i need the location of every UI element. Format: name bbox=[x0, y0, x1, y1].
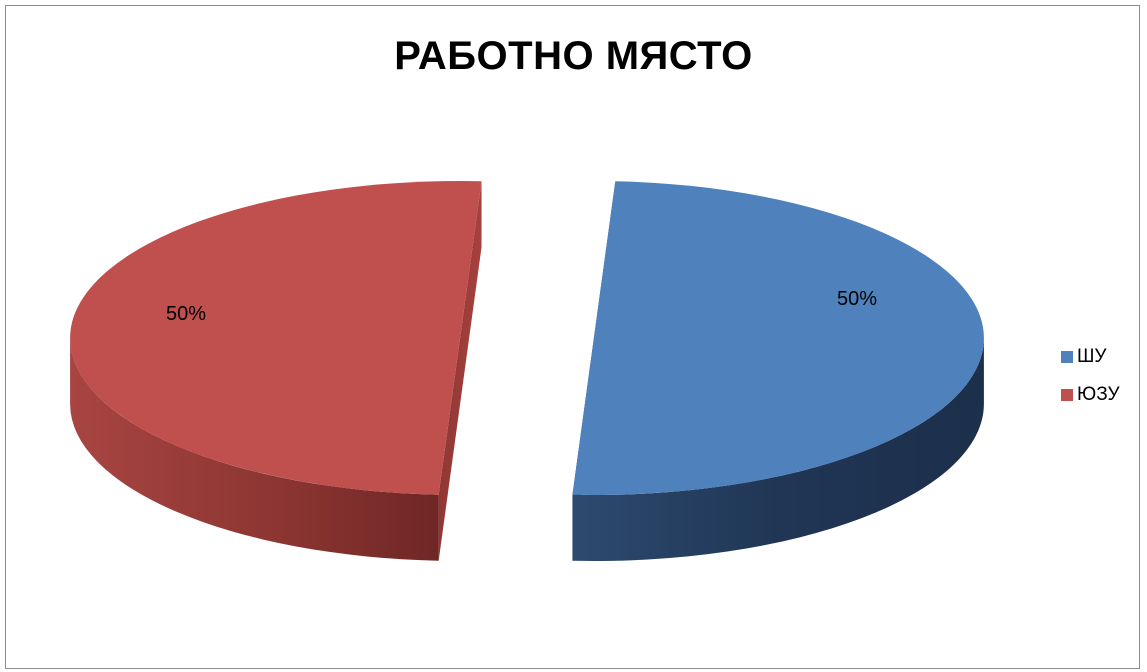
legend-label-yuzu: ЮЗУ bbox=[1077, 384, 1120, 405]
pie-slice-cut-face bbox=[438, 181, 482, 561]
legend: ШУ ЮЗУ bbox=[1061, 346, 1120, 422]
chart-title: РАБОТНО МЯСТО bbox=[394, 34, 753, 78]
data-label-shu: 50% bbox=[837, 288, 877, 310]
pie-slice-yuzu bbox=[70, 181, 482, 561]
pie-slice-shu bbox=[572, 181, 984, 561]
data-label-yuzu: 50% bbox=[166, 303, 206, 325]
pie-slice-side-wall bbox=[70, 338, 439, 561]
legend-item-shu: ШУ bbox=[1061, 346, 1120, 368]
pie-slice-side-wall bbox=[572, 338, 984, 561]
pie-slice-top-face bbox=[70, 181, 482, 495]
legend-swatch-shu bbox=[1061, 351, 1073, 363]
legend-item-yuzu: ЮЗУ bbox=[1061, 384, 1120, 406]
pie-slice-top-face bbox=[572, 181, 984, 496]
legend-swatch-yuzu bbox=[1061, 389, 1073, 401]
legend-label-shu: ШУ bbox=[1077, 346, 1107, 367]
